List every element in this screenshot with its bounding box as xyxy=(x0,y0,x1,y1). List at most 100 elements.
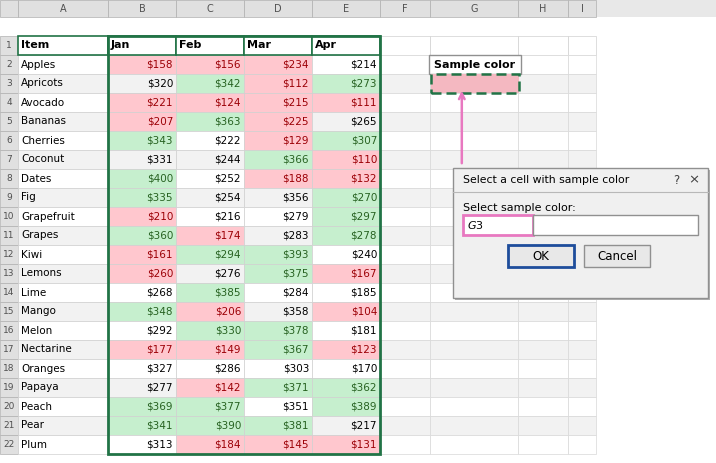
Bar xyxy=(518,416,568,435)
Text: $363: $363 xyxy=(215,117,241,126)
Bar xyxy=(18,226,108,245)
Text: 1: 1 xyxy=(6,41,12,50)
Bar xyxy=(568,0,596,17)
Bar xyxy=(176,93,244,112)
Text: $170: $170 xyxy=(351,363,377,374)
Bar xyxy=(176,359,244,378)
Bar xyxy=(0,435,18,454)
Text: $356: $356 xyxy=(283,193,309,202)
Bar xyxy=(568,131,596,150)
Bar xyxy=(380,0,430,17)
Text: 12: 12 xyxy=(4,250,15,259)
Bar xyxy=(312,207,380,226)
Bar xyxy=(430,264,518,283)
Bar xyxy=(312,283,380,302)
Bar xyxy=(108,131,176,150)
Text: $367: $367 xyxy=(283,344,309,355)
Bar xyxy=(176,0,244,17)
Text: Papaya: Papaya xyxy=(21,382,59,393)
Bar xyxy=(430,112,518,131)
Bar xyxy=(518,207,568,226)
Bar xyxy=(568,378,596,397)
Bar xyxy=(18,36,108,55)
Text: Mar: Mar xyxy=(247,40,271,50)
Text: $G$3: $G$3 xyxy=(467,219,484,231)
Text: $313: $313 xyxy=(147,439,173,450)
Bar xyxy=(0,131,18,150)
Text: Coconut: Coconut xyxy=(21,155,64,164)
Text: ×: × xyxy=(689,174,700,187)
Bar xyxy=(244,207,312,226)
Bar xyxy=(518,169,568,188)
Bar xyxy=(380,397,430,416)
Text: Lime: Lime xyxy=(21,288,47,298)
Bar xyxy=(176,74,244,93)
Bar xyxy=(380,74,430,93)
Text: G: G xyxy=(470,4,478,13)
Bar xyxy=(568,359,596,378)
Bar xyxy=(0,150,18,169)
Bar xyxy=(430,321,518,340)
Text: Nectarine: Nectarine xyxy=(21,344,72,355)
Bar xyxy=(568,169,596,188)
Bar xyxy=(312,131,380,150)
Bar xyxy=(430,378,518,397)
Text: 16: 16 xyxy=(4,326,15,335)
Bar xyxy=(430,131,518,150)
Bar xyxy=(0,245,18,264)
Bar xyxy=(568,74,596,93)
Bar xyxy=(108,340,176,359)
Text: $294: $294 xyxy=(215,250,241,259)
Bar xyxy=(0,340,18,359)
Bar xyxy=(518,93,568,112)
Bar xyxy=(518,150,568,169)
Bar xyxy=(380,340,430,359)
Text: 17: 17 xyxy=(4,345,15,354)
Text: Jan: Jan xyxy=(111,40,130,50)
Text: $381: $381 xyxy=(283,420,309,431)
Bar xyxy=(429,55,521,74)
Bar xyxy=(380,283,430,302)
Text: $393: $393 xyxy=(283,250,309,259)
Bar xyxy=(0,302,18,321)
Bar xyxy=(176,264,244,283)
Text: $215: $215 xyxy=(283,98,309,107)
Text: Grapes: Grapes xyxy=(21,231,59,240)
Bar xyxy=(312,226,380,245)
Text: $214: $214 xyxy=(351,60,377,69)
Bar xyxy=(0,0,18,17)
Bar xyxy=(380,321,430,340)
Bar xyxy=(244,150,312,169)
Bar xyxy=(312,321,380,340)
Bar xyxy=(176,169,244,188)
Text: $260: $260 xyxy=(147,269,173,279)
Text: 19: 19 xyxy=(4,383,15,392)
Text: Lemons: Lemons xyxy=(21,269,62,279)
Bar xyxy=(108,93,176,112)
Bar xyxy=(518,264,568,283)
Text: $284: $284 xyxy=(283,288,309,298)
Text: $335: $335 xyxy=(147,193,173,202)
Text: $222: $222 xyxy=(215,136,241,145)
Bar xyxy=(380,112,430,131)
Text: $252: $252 xyxy=(215,174,241,183)
Bar xyxy=(18,321,108,340)
Bar xyxy=(430,0,518,17)
Bar xyxy=(244,416,312,435)
Text: Apples: Apples xyxy=(21,60,57,69)
Text: $188: $188 xyxy=(283,174,309,183)
Text: $217: $217 xyxy=(351,420,377,431)
Bar xyxy=(18,359,108,378)
Bar xyxy=(244,74,312,93)
Text: Feb: Feb xyxy=(179,40,201,50)
Text: $210: $210 xyxy=(147,212,173,221)
Text: 10: 10 xyxy=(4,212,15,221)
Bar xyxy=(568,36,596,55)
Text: $244: $244 xyxy=(215,155,241,164)
Bar xyxy=(176,283,244,302)
Text: $142: $142 xyxy=(215,382,241,393)
Bar xyxy=(244,245,312,264)
Bar xyxy=(312,416,380,435)
Text: $348: $348 xyxy=(147,307,173,317)
Text: $184: $184 xyxy=(215,439,241,450)
